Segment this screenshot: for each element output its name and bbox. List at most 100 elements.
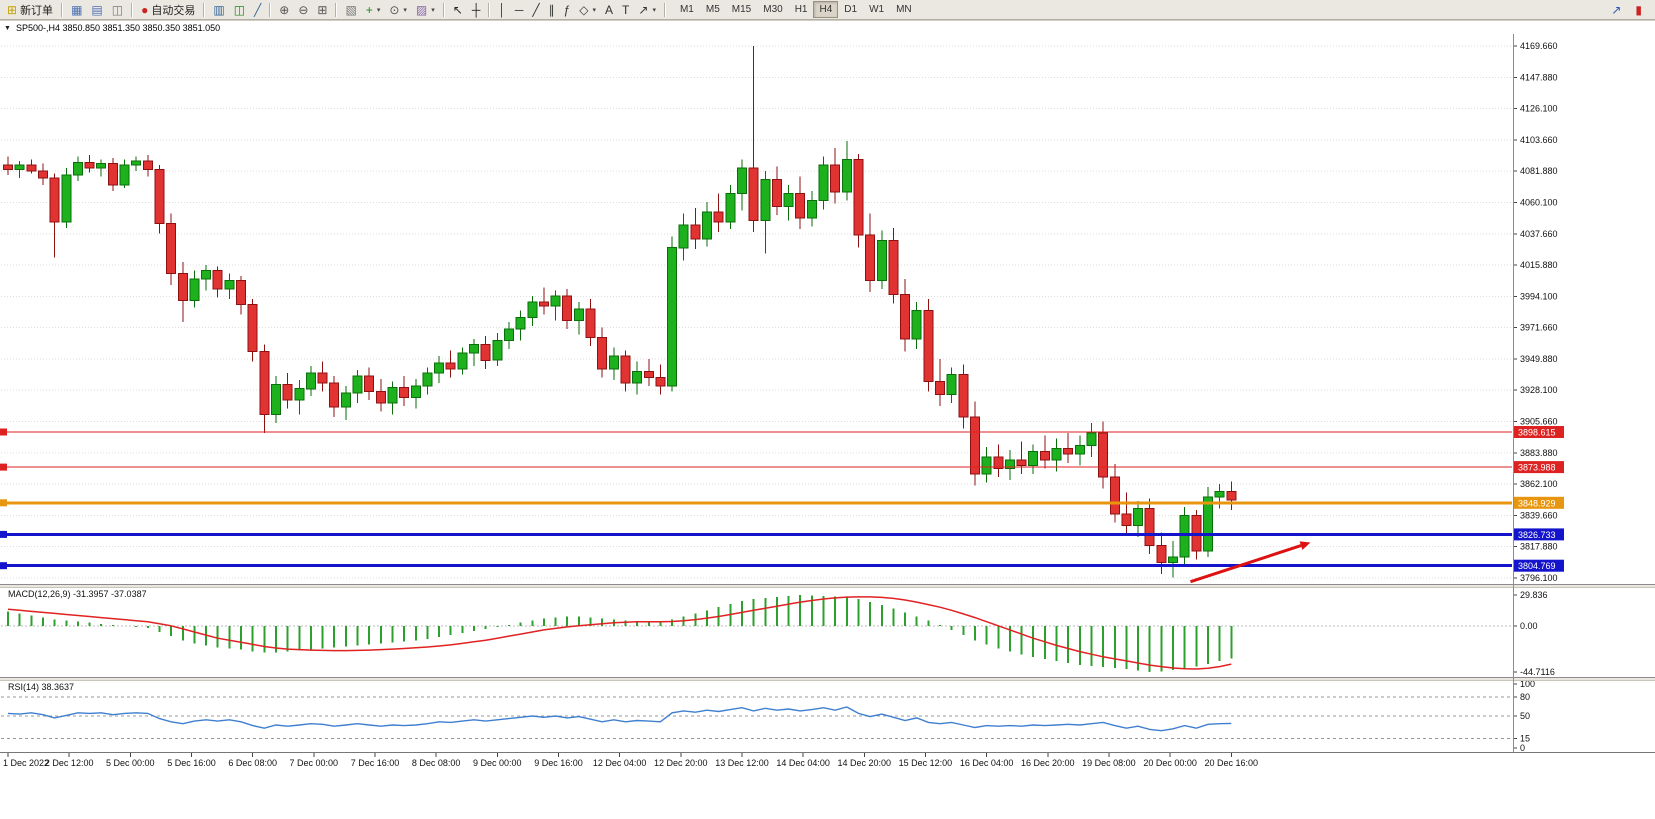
tile-windows-icon[interactable]: ⊞: [313, 0, 331, 20]
candle: [84, 161, 95, 169]
timeframe-mn[interactable]: MN: [896, 4, 912, 15]
shapes-icon[interactable]: ◇ ▾: [575, 0, 600, 20]
candle: [14, 164, 25, 170]
candle: [294, 388, 305, 401]
candle: [1016, 459, 1027, 467]
candle: [562, 295, 573, 321]
bar-chart-icon[interactable]: ▥: [209, 0, 228, 20]
toolbar-right-group: ↗ ▮: [1607, 0, 1646, 20]
new-chart-icon[interactable]: + ▾: [362, 0, 385, 20]
arrow-head: [1299, 541, 1311, 550]
timeframe-h1[interactable]: H1: [794, 4, 808, 15]
template-icon-glyph: ▨: [415, 2, 428, 17]
candle: [1168, 556, 1178, 563]
timeframe-m5[interactable]: M5: [705, 4, 720, 15]
fibonacci-icon[interactable]: ƒ: [560, 0, 575, 20]
vertical-line-icon-glyph: │: [498, 2, 506, 17]
candlestick-chart-icon[interactable]: ◫: [230, 0, 249, 20]
candle: [538, 301, 549, 307]
line-chart-icon-glyph: ╱: [254, 2, 262, 17]
candle: [771, 178, 782, 207]
candle: [550, 295, 561, 307]
time-axis-label: 12 Dec 04:00: [593, 758, 647, 768]
line-chart-icon[interactable]: ╱: [250, 0, 265, 20]
text-icon[interactable]: A: [601, 0, 617, 20]
timeframe-m1[interactable]: M1: [679, 4, 694, 15]
chart-canvas[interactable]: 4169.660 4147.880 4126.100 4103.660 4081.880…: [0, 34, 1655, 819]
candle: [597, 337, 608, 370]
trendline-icon[interactable]: ╱: [528, 0, 543, 20]
zoom-in-icon[interactable]: ⊕: [275, 0, 293, 20]
price-scale[interactable]: 4169.660 4147.880 4126.100 4103.660 4081.880…: [1513, 41, 1564, 753]
text-label-icon[interactable]: T: [618, 0, 633, 20]
price-tag: [1514, 496, 1564, 509]
candle: [317, 372, 328, 384]
timeframe-m15[interactable]: M15: [731, 4, 752, 15]
horizontal-line-icon[interactable]: ─: [511, 0, 528, 20]
dropdown-caret-icon: ▾: [652, 6, 656, 14]
template-icon[interactable]: ▨ ▾: [412, 0, 439, 20]
timeframe-w1[interactable]: W1: [869, 4, 885, 15]
cursor-icon[interactable]: ↖: [449, 0, 467, 20]
horizontal-lines[interactable]: [0, 428, 1512, 570]
trend-arrow-annotation[interactable]: [1190, 541, 1311, 584]
rsi-scale-label: 0: [1520, 743, 1525, 753]
vertical-line-icon[interactable]: │: [494, 0, 510, 20]
chart-window-icon[interactable]: ▦: [67, 0, 86, 20]
candle: [224, 280, 235, 290]
auto-trading-button[interactable]: ● 自动交易: [137, 0, 199, 20]
navigator-icon[interactable]: ▧: [341, 0, 360, 20]
zoom-out-icon[interactable]: ⊖: [294, 0, 312, 20]
rsi-panel: [1, 696, 1512, 739]
candle: [667, 247, 678, 387]
period-clock-icon[interactable]: ⊙ ▾: [385, 0, 411, 20]
pointer-arrow-icon[interactable]: ↗: [1607, 0, 1625, 20]
candle: [154, 168, 165, 224]
price-tag: [1514, 426, 1564, 438]
candle: [61, 174, 72, 223]
candle: [946, 374, 957, 395]
channel-icon[interactable]: ∥: [545, 0, 559, 20]
candle: [573, 308, 584, 321]
candle: [1063, 448, 1074, 455]
price-tag-label: 3848.929: [1518, 498, 1556, 508]
candle: [1004, 459, 1015, 469]
timeframe-h4[interactable]: H4: [813, 1, 839, 18]
candle: [340, 392, 351, 408]
candle: [958, 374, 969, 418]
data-window-icon[interactable]: ◫: [108, 0, 127, 20]
price-tick-label: 4037.660: [1520, 229, 1558, 239]
price-tag-label: 3804.769: [1518, 561, 1556, 571]
candle: [492, 339, 503, 361]
price-tick-label: 4147.880: [1520, 72, 1558, 82]
toolbar-separator: [269, 2, 272, 17]
timeframe-group: M1 M5 M15 M30 H1 H4 D1 W1 MN: [674, 1, 918, 18]
macd-label: MACD(12,26,9) -31.3957 -37.0387: [8, 589, 147, 599]
price-tick-label: 3905.660: [1520, 417, 1558, 427]
macd-panel: [1, 595, 1512, 672]
arrows-tool-icon-glyph: ↗: [638, 2, 649, 17]
candle: [1203, 496, 1213, 552]
collapse-icon[interactable]: ▼: [4, 24, 11, 32]
new-order-button[interactable]: ⊞ 新订单: [3, 0, 57, 20]
hline-left-marker: [0, 530, 7, 538]
rsi-scale-label: 15: [1520, 733, 1530, 743]
arrows-tool-icon[interactable]: ↗ ▾: [634, 0, 660, 20]
price-tick-label: 3949.880: [1520, 354, 1558, 364]
alert-icon[interactable]: ▮: [1631, 0, 1646, 20]
hline-left-marker: [0, 463, 7, 471]
toolbar-separator: [663, 2, 666, 17]
candle: [177, 272, 188, 301]
time-axis-label: 7 Dec 00:00: [290, 758, 339, 768]
candle: [399, 386, 410, 398]
price-tag: [1514, 559, 1564, 572]
dropdown-caret-icon: ▾: [403, 6, 407, 14]
crosshair-icon[interactable]: ┼: [468, 0, 485, 20]
timeframe-d1[interactable]: D1: [844, 4, 858, 15]
market-watch-icon[interactable]: ▤: [87, 0, 106, 20]
time-axis-label: 9 Dec 00:00: [473, 758, 522, 768]
candle: [3, 164, 13, 170]
candle: [375, 391, 386, 404]
timeframe-m30[interactable]: M30: [763, 4, 783, 15]
